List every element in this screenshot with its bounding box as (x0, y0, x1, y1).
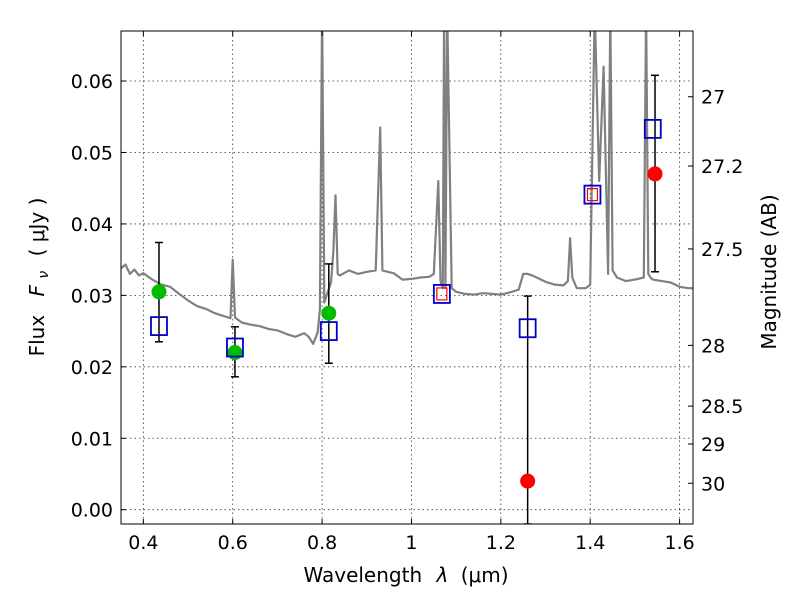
model-photometry-square (518, 318, 537, 339)
x-axis-title-unit: (μm) (461, 563, 509, 587)
error-bar (523, 295, 532, 524)
y-tick-label: 0.04 (71, 214, 113, 236)
model-photometry-square (432, 284, 451, 304)
observed-point-red (520, 473, 536, 489)
y-tick-label: 0.03 (71, 285, 113, 307)
right-tick-label: 27 (701, 87, 725, 109)
y-axis-title-left-text: Flux (25, 315, 49, 357)
x-tick-label: 0.4 (128, 532, 158, 554)
x-tick-label: 0.6 (218, 532, 248, 554)
x-tick-label: 1 (405, 532, 417, 554)
x-axis-title-text: Wavelength (303, 563, 422, 587)
y-tick-label: 0.05 (71, 142, 113, 164)
plot-area (121, 31, 693, 524)
upper-limit-square-red (436, 287, 448, 301)
right-tick-label: 27.5 (701, 239, 743, 261)
model-photometry-square (643, 118, 662, 139)
x-tick-label: 0.8 (307, 532, 337, 554)
observed-point-green (321, 305, 337, 321)
right-tick-label: 27.2 (701, 156, 743, 178)
right-tick-label: 29 (701, 434, 725, 456)
observed-point-red (647, 166, 663, 182)
y-axis-title-left-subscript: ν (36, 271, 52, 279)
model-photometry-square (583, 184, 602, 205)
y-axis-title-left: Flux F ν ( μJy ) (25, 198, 53, 357)
y-axis-title-left-unit: ( μJy ) (25, 198, 49, 257)
x-axis-title-symbol: λ (436, 563, 449, 587)
y-axis-title-right: Magnitude (AB) (757, 194, 781, 349)
observed-point-green (151, 284, 167, 300)
model-spectrum-line (121, 31, 693, 345)
x-tick-label: 1.2 (486, 532, 516, 554)
x-axis-title: Wavelength λ (μm) (303, 563, 508, 587)
y-axis-title-left-symbol: F (25, 284, 49, 296)
y-tick-label: 0.06 (71, 71, 113, 93)
right-tick-label: 28.5 (701, 396, 743, 418)
right-tick-label: 28 (701, 335, 725, 357)
plot-frame (120, 30, 694, 525)
axes: 0.4 0.6 0.8 1 1.2 1.4 1.6 0.00 0.01 0.02 0.03 0.04 0… (71, 31, 743, 554)
model-photometry-square (226, 337, 244, 358)
x-tick-label: 1.6 (664, 532, 694, 554)
model-photometry-square (150, 316, 168, 336)
observed-point-green (227, 345, 243, 361)
y-tick-label: 0.02 (71, 357, 113, 379)
grid (121, 31, 693, 524)
y-tick-label: 0.01 (71, 428, 113, 450)
x-tick-label: 1.4 (575, 532, 605, 554)
model-photometry-square (319, 321, 338, 341)
upper-limit-square-red (586, 188, 599, 202)
y-tick-label: 0.00 (71, 500, 113, 522)
right-tick-label: 30 (701, 473, 725, 495)
